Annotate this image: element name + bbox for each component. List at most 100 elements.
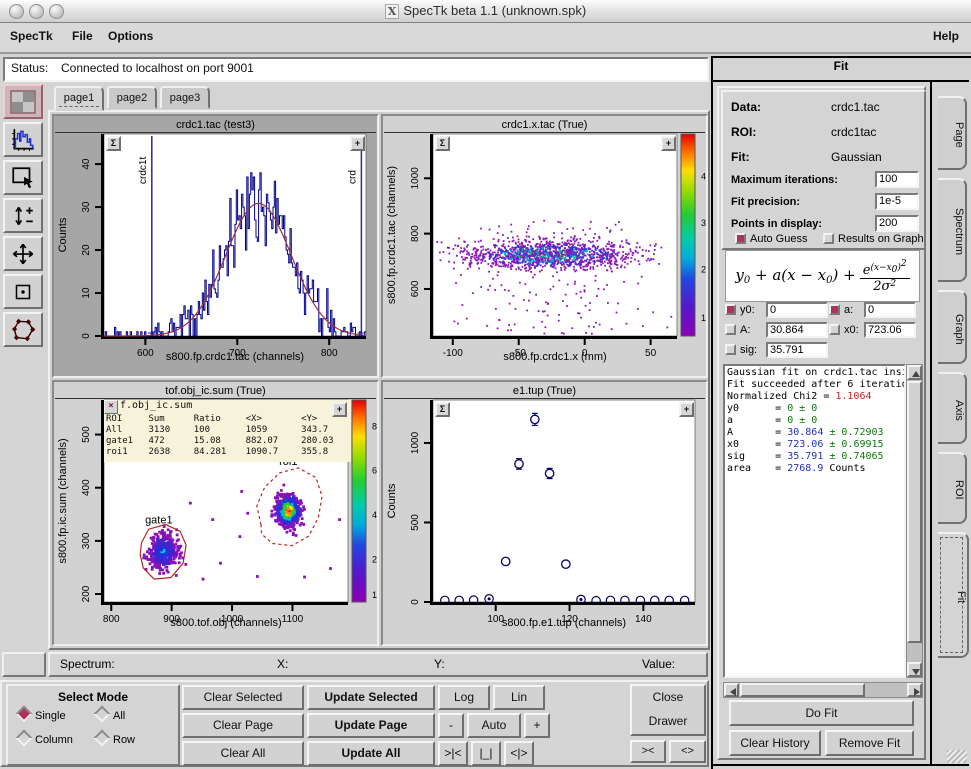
layout-grid-button[interactable] bbox=[3, 84, 43, 119]
button-clear-all[interactable]: Clear All bbox=[182, 741, 304, 766]
scale-vertical-button[interactable] bbox=[3, 198, 43, 233]
polygon-gate-button[interactable] bbox=[3, 312, 43, 347]
close-drawer-button[interactable]: Close Drawer bbox=[630, 684, 706, 736]
radio-row[interactable]: Row bbox=[96, 732, 135, 746]
close-stats-button[interactable]: × bbox=[104, 400, 118, 414]
auto-guess-checkbox[interactable]: Auto Guess bbox=[735, 233, 807, 245]
radio-indicator bbox=[94, 706, 111, 723]
zoom-in-button[interactable]: + bbox=[679, 402, 694, 417]
vertical-scrollbar[interactable] bbox=[906, 364, 923, 678]
plot-canvas-e1-tup: e1.tup (True)10012014005001000s800.fp.e1… bbox=[383, 382, 706, 644]
svg-text:s800.tof.obj (channels): s800.tof.obj (channels) bbox=[170, 617, 281, 629]
divider bbox=[713, 764, 969, 766]
param-field[interactable]: 30.864 bbox=[766, 322, 828, 338]
button-update-all[interactable]: Update All bbox=[307, 741, 435, 766]
radio-column[interactable]: Column bbox=[18, 732, 73, 746]
button--[interactable]: >|< bbox=[438, 741, 468, 766]
pan-button[interactable] bbox=[3, 236, 43, 271]
clear-history-button[interactable]: Clear History bbox=[729, 730, 821, 756]
plot-panel-crdc1-x-tac[interactable]: crdc1.x.tac (True)-100-500506008001000s8… bbox=[381, 114, 708, 378]
plot-panel-e1-tup[interactable]: e1.tup (True)10012014005001000s800.fp.e1… bbox=[381, 380, 708, 646]
points-in-display-label: Points in display: bbox=[731, 218, 822, 230]
drawer-tab-fit[interactable]: Fit bbox=[938, 532, 969, 658]
svg-text:20: 20 bbox=[372, 555, 377, 565]
button--[interactable]: |_| bbox=[471, 741, 501, 766]
sigma-button[interactable]: Σ bbox=[435, 136, 450, 151]
points-in-display-field[interactable]: 200 bbox=[875, 215, 919, 232]
button-log[interactable]: Log bbox=[438, 685, 490, 710]
button-clear-selected[interactable]: Clear Selected bbox=[182, 685, 304, 710]
fit-drawer: Fit Data: crdc1.tac ROI: crdc1tac Fit: G… bbox=[711, 56, 971, 769]
menu-options[interactable]: Options bbox=[108, 29, 153, 43]
roi-value: crdc1tac bbox=[831, 125, 876, 139]
tab-page3[interactable]: page3 bbox=[160, 86, 210, 109]
plot-panel-crdc1-tac[interactable]: crdc1.tac (test3)600700800010203040s800.… bbox=[52, 114, 379, 378]
radio-all[interactable]: All bbox=[96, 708, 125, 722]
drawer-tab-page[interactable]: Page bbox=[938, 96, 967, 170]
drawer-tab-spectrum[interactable]: Spectrum bbox=[938, 178, 967, 282]
drawer-tab-graph[interactable]: Graph bbox=[938, 290, 967, 364]
move-arrows-icon bbox=[10, 241, 36, 267]
param-field[interactable]: 0 bbox=[864, 302, 916, 318]
results-on-graph-checkbox[interactable]: Results on Graph bbox=[823, 233, 924, 245]
button-auto[interactable]: Auto bbox=[467, 713, 521, 738]
plot-panel-tof-obj-ic-sum[interactable]: tof.obj_ic.sum (True)8009001000110020030… bbox=[52, 380, 379, 646]
svg-text:1100: 1100 bbox=[282, 614, 304, 625]
param-field[interactable]: 35.791 bbox=[766, 342, 828, 358]
button-update-page[interactable]: Update Page bbox=[307, 713, 435, 738]
button-clear-page[interactable]: Clear Page bbox=[182, 713, 304, 738]
status-value: Connected to localhost on port 9001 bbox=[61, 61, 254, 75]
remove-fit-button[interactable]: Remove Fit bbox=[825, 730, 914, 756]
bottom-controls: Select Mode SingleAllColumnRow Clear Sel… bbox=[0, 680, 709, 767]
menu-spectk[interactable]: SpecTk bbox=[10, 29, 53, 43]
max-iterations-label: Maximum iterations: bbox=[731, 174, 838, 186]
param-checkbox[interactable] bbox=[725, 324, 736, 335]
center-point-button[interactable] bbox=[3, 274, 43, 309]
radio-single[interactable]: Single bbox=[18, 708, 66, 722]
sigma-button[interactable]: Σ bbox=[435, 402, 450, 417]
tab-page2[interactable]: page2 bbox=[107, 86, 157, 109]
svg-text:s800.fp.ic.sum (channels): s800.fp.ic.sum (channels) bbox=[57, 438, 69, 563]
param-field[interactable]: 723.06 bbox=[864, 322, 916, 338]
drawer-tab-axis[interactable]: Axis bbox=[938, 372, 967, 444]
button-update-selected[interactable]: Update Selected bbox=[307, 685, 435, 710]
menu-file[interactable]: File bbox=[72, 29, 93, 43]
param-checkbox[interactable] bbox=[829, 324, 840, 335]
param-checkbox[interactable] bbox=[829, 304, 840, 315]
shrink-drawer-button[interactable]: >< bbox=[630, 740, 666, 763]
zoom-in-button[interactable]: + bbox=[350, 136, 365, 151]
spectrum-display-button[interactable] bbox=[3, 122, 43, 157]
titlebar: XSpecTk beta 1.1 (unknown.spk) bbox=[0, 0, 971, 23]
fit-output-text[interactable]: Gaussian fit on crdc1.tac insideFit succ… bbox=[723, 364, 906, 678]
param-checkbox[interactable] bbox=[725, 304, 736, 315]
zoom-region-button[interactable] bbox=[3, 160, 43, 195]
param-checkbox[interactable] bbox=[725, 344, 736, 355]
horizontal-scrollbar[interactable] bbox=[723, 682, 923, 698]
menu-help[interactable]: Help bbox=[933, 29, 959, 43]
svg-text:800: 800 bbox=[103, 614, 120, 625]
button-lin[interactable]: Lin bbox=[493, 685, 545, 710]
svg-text:e1.tup (True): e1.tup (True) bbox=[513, 385, 576, 397]
svg-text:40: 40 bbox=[372, 510, 377, 520]
button--[interactable]: <|> bbox=[504, 741, 534, 766]
status-label: Status: bbox=[11, 61, 48, 75]
tab-page1[interactable]: page1 bbox=[54, 86, 104, 111]
zoom-in-button[interactable]: + bbox=[332, 402, 347, 417]
resize-grip[interactable] bbox=[947, 750, 967, 763]
window-title: XSpecTk beta 1.1 (unknown.spk) bbox=[0, 3, 971, 18]
param-y0: y0:0 bbox=[725, 302, 828, 318]
svg-text:20: 20 bbox=[81, 244, 92, 256]
zoom-in-button[interactable]: + bbox=[661, 136, 676, 151]
param-a: a:0 bbox=[829, 302, 916, 318]
data-value: crdc1.tac bbox=[831, 100, 880, 114]
button--[interactable]: - bbox=[438, 713, 464, 738]
do-fit-button[interactable]: Do Fit bbox=[729, 700, 914, 726]
sigma-button[interactable]: Σ bbox=[106, 136, 121, 151]
drawer-tab-roi[interactable]: ROI bbox=[938, 452, 967, 524]
max-iterations-field[interactable]: 100 bbox=[875, 171, 919, 188]
param-x0: x0:723.06 bbox=[829, 322, 916, 338]
fit-precision-field[interactable]: 1e-5 bbox=[875, 193, 919, 210]
param-field[interactable]: 0 bbox=[766, 302, 828, 318]
expand-drawer-button[interactable]: <> bbox=[669, 740, 706, 763]
button--[interactable]: + bbox=[524, 713, 550, 738]
